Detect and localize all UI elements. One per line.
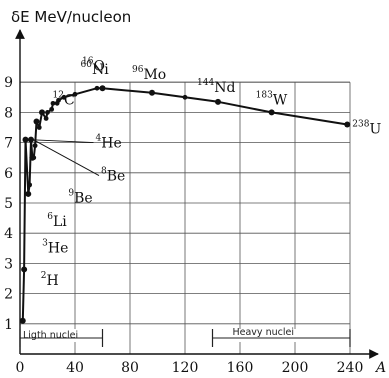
mass-number: 96 [132, 65, 144, 75]
region-label: Ligth nuclei [23, 330, 78, 341]
data-point [56, 97, 61, 103]
data-point [31, 155, 37, 161]
x-tick-label: 40 [66, 360, 84, 376]
y-tick-label: 9 [4, 75, 13, 91]
x-axis-label: A [374, 360, 386, 376]
mass-number: 16 [82, 56, 94, 66]
element-symbol: H [46, 273, 58, 289]
element-label-183w: 183W [256, 90, 288, 108]
mass-number: 144 [197, 78, 214, 88]
data-point [27, 182, 33, 188]
pointer-line [32, 139, 100, 176]
mass-number: 3 [42, 238, 48, 248]
pointer-lines [27, 139, 100, 176]
element-symbol: He [101, 136, 122, 152]
pointer-line [27, 139, 94, 144]
data-point [94, 85, 100, 91]
series [19, 85, 351, 324]
y-tick-label: 4 [4, 226, 13, 242]
data-point [21, 266, 28, 273]
y-tick-label: 7 [4, 136, 13, 152]
element-label-9be: 9Be [68, 189, 92, 207]
element-label-12c: 12C [53, 90, 75, 108]
element-symbol: C [64, 92, 75, 108]
element-label-3he: 3He [42, 238, 68, 256]
heavy-nuclei-region: Heavy nuclei [211, 327, 351, 347]
x-tick-label: 0 [16, 360, 25, 376]
region-label: Heavy nuclei [233, 327, 294, 338]
region-label-bg [23, 329, 95, 342]
axes [15, 29, 379, 359]
regions: Ligth nuclei Heavy nuclei [19, 327, 351, 347]
x-tick-label: 160 [227, 360, 254, 376]
region-label-bg [230, 329, 303, 342]
mass-number: 4 [96, 134, 102, 144]
mass-number: 2 [41, 271, 47, 281]
y-tick-label: 8 [4, 105, 13, 121]
x-tick-label: 200 [282, 360, 309, 376]
data-point [33, 118, 40, 125]
mass-number: 238 [352, 119, 369, 129]
element-label-4he: 4He [96, 134, 122, 152]
light-nuclei-region: Ligth nuclei [19, 329, 104, 347]
y-tick-label: 2 [4, 287, 13, 303]
element-symbol: U [369, 121, 381, 137]
y-axis-label: δE MeV/nucleon [11, 8, 131, 26]
data-point [149, 89, 155, 96]
data-point [22, 136, 29, 143]
data-point [49, 106, 55, 112]
data-point [99, 85, 106, 92]
element-label-2h: 2H [41, 271, 59, 289]
element-label-60ni: 60Ni [81, 60, 110, 78]
data-point [36, 125, 42, 130]
grid [20, 81, 351, 354]
data-point [45, 110, 50, 115]
element-label-16o: 16O [82, 56, 105, 74]
data-point [50, 100, 56, 106]
mass-number: 8 [101, 167, 107, 177]
data-point [268, 109, 275, 116]
element-label-6li: 6Li [47, 212, 67, 230]
element-symbol: W [273, 92, 288, 108]
mass-number: 6 [47, 212, 53, 222]
mass-number: 9 [68, 189, 74, 199]
data-point [61, 94, 67, 100]
y-tick-label: 6 [4, 166, 13, 182]
x-tick-label: 240 [337, 360, 364, 376]
data-point [182, 94, 188, 100]
data-point [344, 121, 351, 128]
mass-number: 60 [81, 60, 93, 70]
x-tick-label: 120 [172, 360, 199, 376]
data-point [43, 116, 49, 121]
element-symbol: He [48, 240, 69, 256]
element-label-238u: 238U [352, 119, 381, 137]
y-tick-label: 5 [4, 196, 13, 212]
element-symbol: Ni [92, 62, 109, 78]
mass-number: 12 [53, 90, 64, 100]
element-symbol: O [93, 58, 104, 74]
element-symbol: Mo [143, 67, 166, 83]
data-point [39, 109, 45, 116]
y-tick-label: 1 [4, 317, 13, 333]
data-point [215, 98, 221, 105]
element-symbol: Nd [214, 80, 235, 96]
element-symbol: Li [53, 214, 67, 230]
data-point [32, 143, 38, 149]
element-symbol: Be [107, 169, 126, 185]
element-label-144nd: 144Nd [197, 78, 235, 96]
data-point [19, 317, 26, 324]
element-label-8be: 8Be [101, 167, 125, 185]
element-label-96mo: 96Mo [132, 65, 166, 83]
data-point [72, 91, 78, 97]
x-tick-label: 80 [121, 360, 139, 376]
data-point [25, 190, 32, 197]
element-symbol: Be [74, 191, 93, 207]
y-tick-label: 3 [4, 256, 13, 272]
mass-number: 183 [256, 90, 273, 100]
